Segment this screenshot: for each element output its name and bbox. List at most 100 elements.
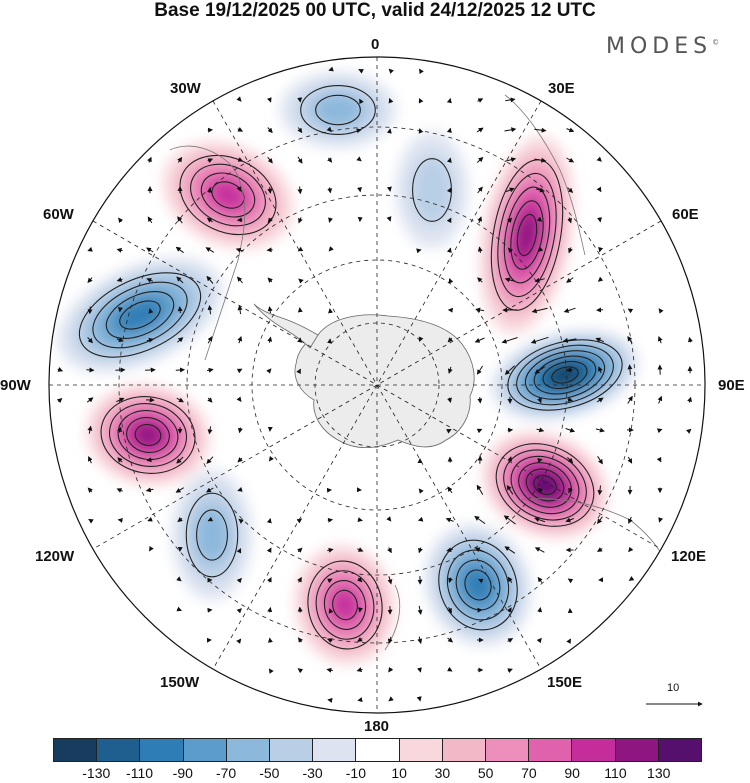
wind-vector (536, 427, 545, 433)
lon-label-180: 180 (364, 718, 390, 735)
wind-vector (568, 487, 573, 494)
wind-vector (567, 217, 572, 224)
wind-vector (268, 668, 274, 674)
wind-vector (446, 247, 452, 254)
meridian-30w-150e (212, 100, 542, 670)
colorbar-bin (140, 739, 184, 761)
wind-vector (474, 547, 485, 553)
wind-vector (566, 277, 574, 283)
contour-line (446, 549, 510, 621)
contour-line (510, 200, 544, 270)
wind-vector (417, 667, 422, 673)
wind-vector (146, 278, 154, 283)
wind-vector (87, 277, 93, 284)
wind-vector (658, 308, 664, 314)
wind-vector (507, 456, 513, 464)
wind-vector (447, 637, 454, 643)
wind-vector (237, 487, 243, 492)
wind-vector (536, 216, 543, 222)
wind-vector (328, 246, 334, 252)
wind-vector (175, 367, 186, 373)
brand-logo: MODES© (606, 34, 719, 59)
wind-vector (446, 127, 452, 134)
wind-vector (57, 367, 64, 372)
wind-vector (534, 157, 547, 163)
wind-vector (267, 217, 273, 223)
wind-vector (326, 638, 333, 643)
wind-vector (266, 517, 272, 524)
wind-vector (596, 156, 602, 162)
wind-vector (297, 307, 303, 313)
wind-vector (268, 455, 274, 462)
contour-line (332, 589, 358, 621)
wind-vector (566, 367, 574, 373)
wind-vector (207, 397, 213, 403)
wind-vector (176, 397, 184, 403)
colorbar-tick-label: 10 (391, 765, 407, 781)
wind-vector (116, 397, 125, 403)
wind-vector (534, 366, 546, 374)
wind-vector (504, 277, 515, 283)
wind-vector (357, 577, 363, 583)
wind-vector (477, 186, 483, 194)
colorbar-bin (313, 739, 357, 761)
colorbar-bin (658, 739, 702, 761)
wind-vector (418, 336, 424, 342)
wind-vector (236, 577, 242, 584)
wind-vector-layer (56, 66, 693, 703)
wind-vector (327, 547, 334, 553)
contour-line (105, 291, 175, 339)
wind-vector (656, 428, 663, 434)
wind-vector (176, 276, 184, 284)
colorbar-bin (615, 739, 659, 761)
contour-line (126, 417, 170, 453)
wind-vector (446, 187, 452, 194)
wind-vector (117, 426, 122, 433)
meridian-60e-120w (92, 220, 662, 550)
brand-mark: © (712, 38, 720, 47)
wind-vector (477, 216, 483, 224)
wind-vector (267, 277, 273, 283)
wind-vector (177, 517, 183, 523)
wind-vector (627, 364, 633, 375)
wind-vector (267, 127, 273, 134)
wind-vector (56, 397, 63, 404)
colorbar (53, 738, 702, 762)
latitude-circle-60 (186, 194, 568, 576)
wind-vector (387, 547, 392, 554)
colorbar-tick-label: 90 (564, 765, 580, 781)
lon-label-90e: 90E (718, 377, 745, 394)
wind-vector (504, 365, 515, 375)
wind-vector (447, 397, 452, 404)
wind-vector (207, 187, 212, 193)
contour-line (497, 172, 557, 298)
contour-line (438, 539, 518, 631)
wind-vector (566, 127, 575, 133)
wind-vector (236, 396, 242, 402)
contour-line (211, 181, 245, 209)
contour-line (507, 339, 623, 411)
wind-vector (477, 578, 484, 584)
map-title: Base 19/12/2025 00 UTC, valid 24/12/2025… (154, 0, 596, 21)
wind-vector (236, 217, 243, 223)
contour-line (455, 559, 501, 611)
wind-vector (476, 127, 484, 133)
wind-vector (446, 217, 452, 224)
colorbar-bin (226, 739, 271, 761)
wind-vector (175, 246, 184, 254)
wind-vector (267, 156, 273, 164)
contour-line (524, 350, 606, 400)
wind-vector (419, 68, 424, 75)
colorbar-tick-label: 30 (434, 765, 451, 781)
contour-line (190, 163, 266, 227)
wind-vector (477, 246, 483, 253)
wind-vector (687, 396, 692, 403)
wind-vector (448, 278, 454, 284)
lon-label-90w: 90W (0, 377, 31, 394)
wind-vector (146, 337, 154, 343)
wind-vector (267, 637, 273, 643)
wind-vector (148, 308, 154, 314)
colorbar-tick-label: 110 (604, 765, 627, 781)
wind-vector (206, 275, 214, 284)
anomaly-band (463, 568, 493, 602)
